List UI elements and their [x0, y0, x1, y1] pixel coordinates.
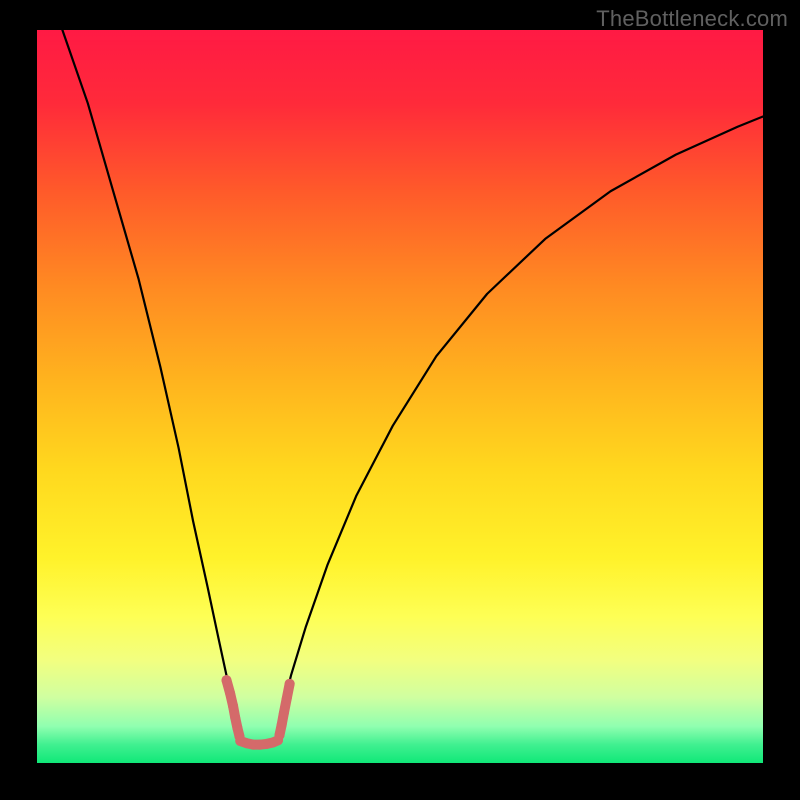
marker-dot — [232, 723, 242, 733]
marker-dot — [277, 720, 287, 730]
marker-dot — [228, 701, 238, 711]
marker-dot — [282, 694, 292, 704]
marker-dot — [279, 708, 289, 718]
marker-dot — [285, 679, 295, 689]
marker-dot — [274, 730, 284, 740]
chart-container: TheBottleneck.com — [0, 0, 800, 800]
marker-dot — [221, 675, 231, 685]
watermark-text: TheBottleneck.com — [596, 6, 788, 32]
bottleneck-chart — [0, 0, 800, 800]
marker-dot — [230, 713, 240, 723]
marker-dot — [225, 688, 235, 698]
